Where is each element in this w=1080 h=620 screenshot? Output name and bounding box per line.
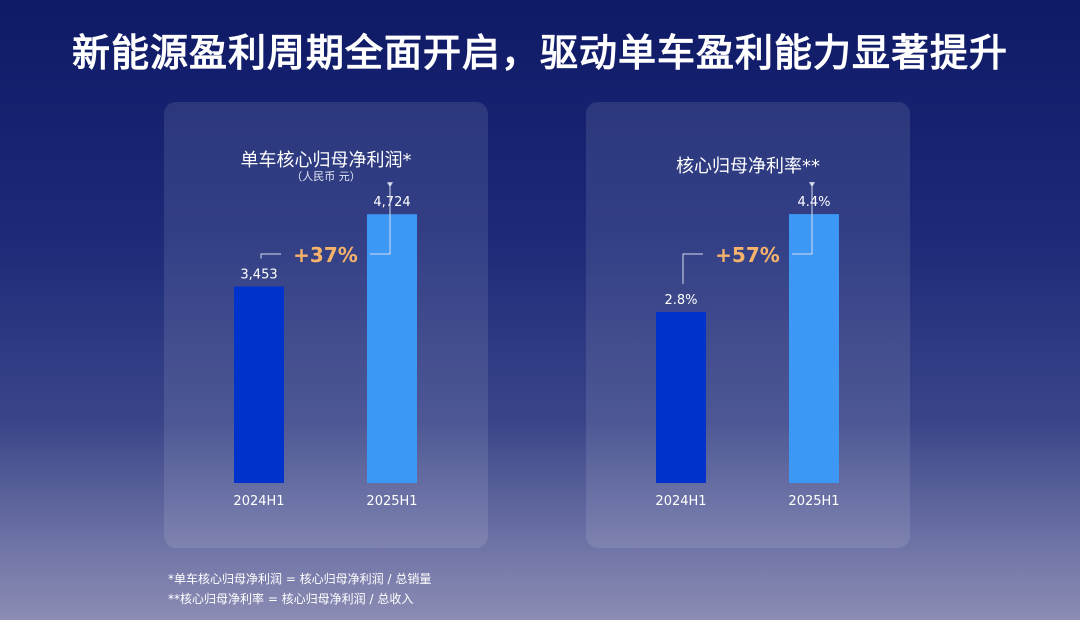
footnote-profit-per-vehicle: *单车核心归母净利润 = 核心归母净利润 / 总销量 — [168, 572, 432, 586]
x-tick-label: 2025H1 — [366, 494, 417, 509]
footnote-net-margin: **核心归母净利率 = 核心归母净利润 / 总收入 — [168, 592, 414, 606]
growth-label: +37% — [293, 243, 358, 267]
chart-title: 单车核心归母净利润* — [240, 150, 412, 171]
bar — [234, 286, 284, 483]
chart-svg: 3,453 2024H1 4,724 2025H1 +37% — [233, 182, 418, 509]
data-label: 4.4% — [797, 195, 830, 210]
page-title: 新能源盈利周期全面开启，驱动单车盈利能力显著提升 — [71, 31, 1008, 75]
x-tick-label: 2025H1 — [788, 494, 839, 509]
x-tick-label: 2024H1 — [655, 494, 706, 509]
chart-subtitle: （人民币 元） — [291, 170, 361, 183]
chart-panel-net-margin: 核心归母净利率** 2.8% 2024H1 4.4% 2025H1 +57% — [586, 102, 910, 548]
bar — [656, 311, 706, 483]
growth-arrow-head — [387, 182, 393, 188]
growth-connector-right — [792, 184, 813, 255]
bar — [367, 214, 417, 483]
data-label: 3,453 — [240, 268, 277, 283]
growth-connector-left — [260, 253, 281, 259]
growth-connector-left — [682, 253, 703, 284]
bar — [789, 214, 839, 483]
growth-label: +57% — [715, 243, 780, 267]
growth-connector-right — [370, 184, 391, 255]
growth-arrow-head — [809, 182, 815, 188]
chart-svg: 2.8% 2024H1 4.4% 2025H1 +57% — [655, 182, 840, 509]
chart-panel-profit-per-vehicle: 单车核心归母净利润* （人民币 元） 3,453 2024H1 4,724 2025H… — [164, 102, 488, 548]
data-label: 4,724 — [373, 195, 410, 210]
chart-title: 核心归母净利率** — [676, 156, 820, 177]
x-tick-label: 2024H1 — [233, 494, 284, 509]
data-label: 2.8% — [664, 293, 697, 308]
